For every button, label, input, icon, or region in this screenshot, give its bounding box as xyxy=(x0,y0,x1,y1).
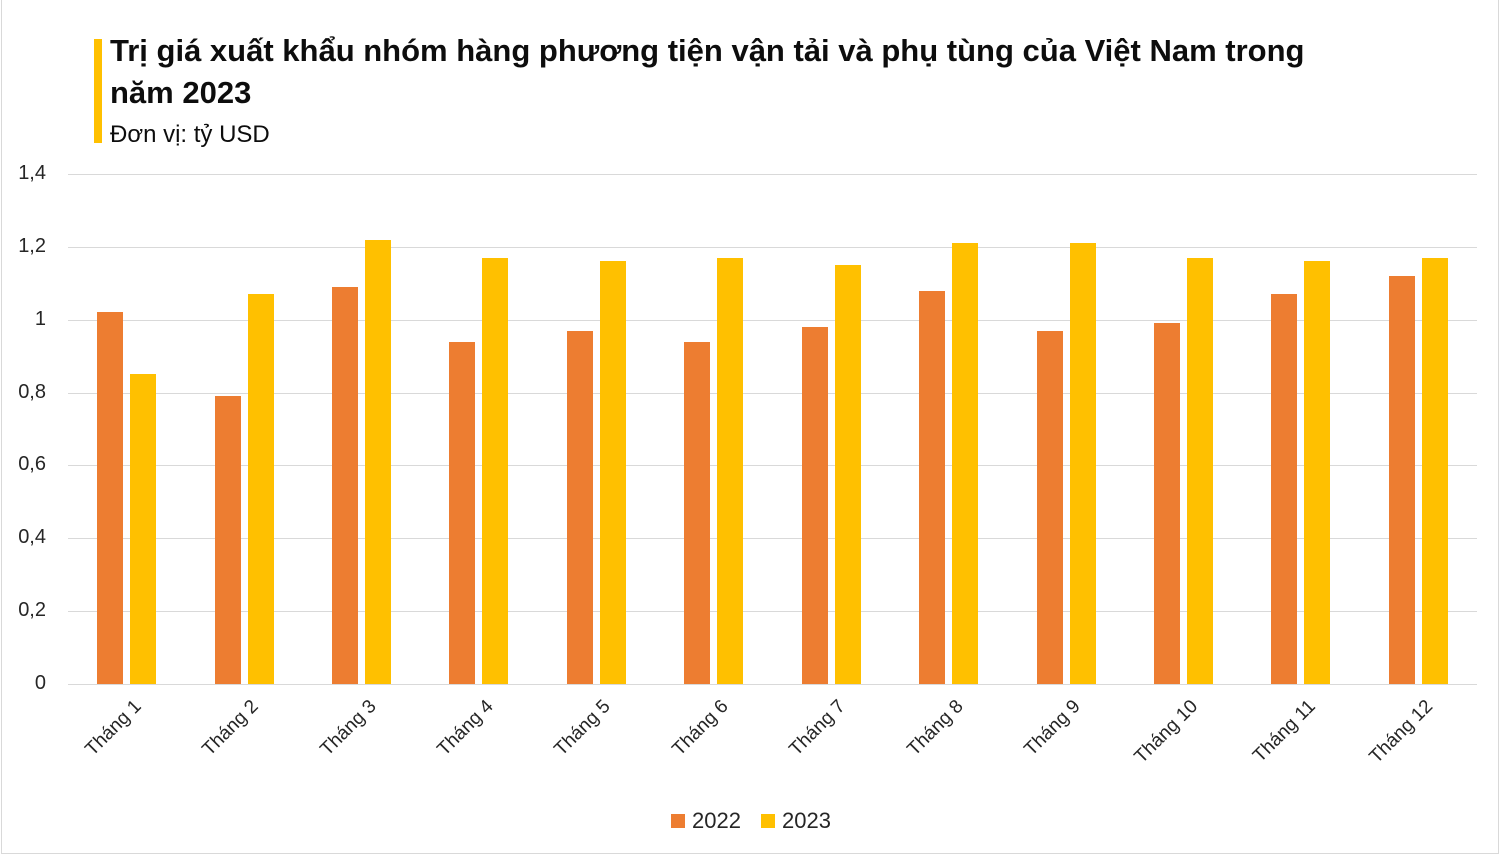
y-tick-label: 0,8 xyxy=(18,381,46,403)
bar-2023 xyxy=(834,265,861,684)
bar-2022 xyxy=(1036,330,1063,684)
y-tick-label: 0,2 xyxy=(18,599,46,621)
legend: 2022 2023 xyxy=(0,808,1502,834)
y-tick-label: 0,6 xyxy=(18,453,46,475)
bar-2023 xyxy=(482,257,509,684)
bar-2022 xyxy=(1271,294,1298,684)
legend-swatch-2023 xyxy=(761,814,775,828)
bar-2023 xyxy=(1186,257,1213,684)
bar-2022 xyxy=(801,327,828,684)
legend-label-2023: 2023 xyxy=(782,808,831,833)
y-tick-label: 0 xyxy=(34,672,46,694)
legend-item-2022: 2022 xyxy=(671,808,741,834)
bar-2023 xyxy=(365,239,392,684)
title-accent-bar xyxy=(94,39,102,143)
bar-2022 xyxy=(919,290,946,684)
bar-2022 xyxy=(684,341,711,684)
bar-2022 xyxy=(1153,323,1180,684)
bar-2023 xyxy=(1421,257,1448,684)
legend-swatch-2022 xyxy=(671,814,686,828)
gridline xyxy=(68,465,1477,466)
legend-item-2023: 2023 xyxy=(761,808,831,834)
bar-2023 xyxy=(599,261,626,684)
bar-2022 xyxy=(214,396,241,684)
bar-2022 xyxy=(449,341,476,684)
bar-2022 xyxy=(1388,276,1415,684)
y-tick-label: 1,2 xyxy=(18,235,46,257)
gridline xyxy=(68,174,1477,175)
bar-2023 xyxy=(1304,261,1331,684)
chart-subtitle: Đơn vị: tỷ USD xyxy=(110,121,270,148)
bar-2023 xyxy=(717,257,744,684)
bar-2023 xyxy=(247,294,274,684)
gridline xyxy=(68,393,1477,394)
y-tick-label: 1,4 xyxy=(18,162,46,184)
gridline xyxy=(68,684,1477,685)
y-tick-label: 1 xyxy=(34,308,46,330)
gridline xyxy=(68,611,1477,612)
gridline xyxy=(68,320,1477,321)
bar-2023 xyxy=(130,374,157,684)
gridline xyxy=(68,247,1477,248)
gridline xyxy=(68,538,1477,539)
y-tick-label: 0,4 xyxy=(18,526,46,548)
bar-2022 xyxy=(566,330,593,684)
bar-2023 xyxy=(1069,243,1096,684)
bar-2023 xyxy=(952,243,979,684)
chart-title: Trị giá xuất khẩu nhóm hàng phương tiện … xyxy=(110,33,1305,110)
legend-label-2022: 2022 xyxy=(692,808,741,833)
bar-2022 xyxy=(97,312,124,684)
bar-2022 xyxy=(332,286,359,684)
